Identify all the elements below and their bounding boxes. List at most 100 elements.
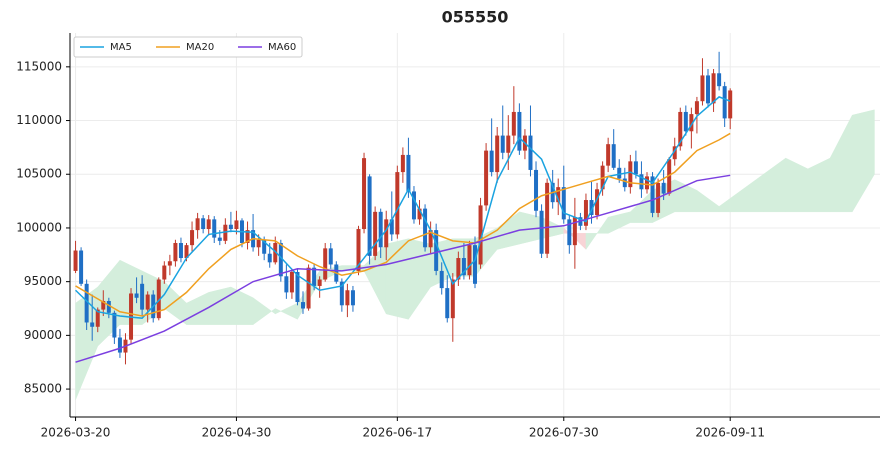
candle-body	[378, 211, 383, 248]
candle-body	[156, 279, 161, 319]
candle-body	[445, 288, 450, 319]
candle-body	[678, 111, 683, 147]
y-tick-label: 100000	[16, 220, 62, 234]
candle-body	[73, 250, 78, 271]
candle-body	[411, 191, 416, 220]
candle-body	[117, 337, 122, 353]
cloud-segment	[252, 297, 276, 326]
candle-body	[628, 161, 633, 188]
cloud-segment	[585, 216, 609, 251]
candle-body	[528, 135, 533, 170]
candle-body	[345, 290, 350, 306]
candle-body	[517, 111, 522, 151]
candle-body	[722, 86, 727, 119]
legend-label: MA20	[186, 42, 214, 53]
legend-label: MA5	[110, 42, 132, 53]
y-tick-label: 90000	[24, 328, 62, 342]
candle-body	[689, 114, 694, 132]
candle-body	[400, 154, 405, 173]
candle-body	[106, 300, 111, 313]
x-tick-label: 2026-04-30	[202, 426, 272, 440]
candle-body	[328, 248, 333, 265]
candle-body	[473, 245, 477, 284]
candle-body	[134, 293, 139, 298]
candle-body	[245, 230, 250, 243]
legend-box	[73, 36, 303, 58]
x-tick-label: 2026-09-11	[695, 426, 765, 440]
candle-body	[312, 267, 317, 286]
candle-body	[428, 230, 433, 248]
candle-body	[406, 154, 411, 192]
candle-body	[545, 182, 550, 254]
cloud-segment	[829, 115, 853, 213]
candle-body	[711, 73, 716, 104]
candle-body	[511, 111, 516, 136]
candle-body	[201, 218, 206, 230]
candle-body	[112, 312, 117, 338]
candle-body	[595, 189, 600, 216]
candle-body	[284, 276, 289, 293]
candle-body	[212, 219, 217, 238]
candle-body	[633, 161, 638, 175]
cloud-segment	[741, 173, 764, 213]
candle-body	[217, 237, 222, 241]
candle-body	[267, 253, 272, 263]
cloud-segment	[408, 238, 431, 321]
x-tick-label: 2026-06-17	[362, 426, 432, 440]
candle-body	[728, 90, 733, 119]
candle-body	[611, 144, 616, 168]
candle-body	[184, 245, 189, 259]
y-tick-label: 85000	[24, 382, 62, 396]
candle-body	[395, 172, 400, 235]
ma-line	[75, 132, 731, 317]
candle-body	[700, 75, 705, 102]
candle-body	[539, 210, 544, 254]
candle-body	[373, 211, 378, 256]
candle-body	[228, 224, 233, 230]
candle-body	[572, 217, 577, 246]
candle-body	[434, 230, 439, 271]
candle-body	[484, 150, 489, 206]
ma-line	[75, 96, 731, 319]
candle-body	[583, 200, 588, 226]
candle-body	[206, 219, 211, 230]
y-tick-label: 95000	[24, 274, 62, 288]
candle-body	[306, 267, 311, 309]
ma-line	[75, 174, 731, 363]
chart-title: 055550	[442, 8, 509, 27]
candle-body	[234, 220, 239, 230]
candle-body	[278, 242, 283, 277]
candle-body	[173, 242, 178, 262]
candle-body	[606, 144, 611, 166]
y-tick-label: 105000	[16, 167, 62, 181]
candle-body	[622, 178, 627, 188]
candle-body	[567, 219, 572, 246]
cloud-segment	[852, 109, 875, 213]
candle-body	[362, 158, 367, 230]
candle-body	[145, 294, 150, 310]
candle-body	[317, 279, 322, 286]
candle-body	[178, 242, 183, 259]
legend: MA5 MA20 MA60	[73, 36, 303, 58]
candle-body	[489, 150, 494, 173]
candle-body	[456, 258, 461, 280]
candle-body	[639, 174, 644, 190]
candle-body	[644, 176, 649, 190]
legend-label: MA60	[268, 42, 296, 53]
cloud-segment	[674, 179, 698, 213]
candle-body	[195, 218, 200, 231]
cloud-segment	[785, 157, 809, 213]
candle-body	[423, 208, 428, 248]
candle-body	[706, 75, 711, 104]
cloud-segment	[763, 157, 786, 213]
cloud-segment	[474, 227, 498, 277]
candle-body	[262, 239, 267, 254]
candle-body	[450, 279, 455, 319]
candle-body	[683, 111, 688, 132]
candle-body	[389, 219, 394, 235]
cloud-segment	[696, 189, 720, 213]
candle-body	[467, 245, 472, 276]
candle-body	[84, 283, 89, 323]
candle-body	[339, 281, 344, 306]
